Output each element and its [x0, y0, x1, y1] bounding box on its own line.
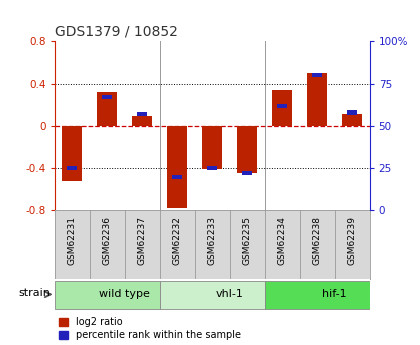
Bar	[63, 126, 82, 181]
Bar	[132, 116, 152, 126]
Text: GSM62231: GSM62231	[68, 216, 76, 265]
Bar	[312, 73, 323, 77]
Bar	[172, 175, 182, 179]
Text: GDS1379 / 10852: GDS1379 / 10852	[55, 25, 178, 39]
Text: GSM62233: GSM62233	[207, 216, 217, 265]
Bar	[273, 90, 292, 126]
Bar	[55, 281, 160, 309]
Text: GSM62232: GSM62232	[173, 216, 181, 265]
Text: wild type: wild type	[99, 289, 150, 299]
Bar	[160, 281, 265, 309]
Bar	[237, 126, 257, 174]
Text: hif-1: hif-1	[322, 289, 347, 299]
Bar	[347, 110, 357, 115]
Legend: log2 ratio, percentile rank within the sample: log2 ratio, percentile rank within the s…	[60, 317, 241, 340]
Text: GSM62234: GSM62234	[278, 216, 286, 265]
Bar	[202, 126, 222, 169]
Text: GSM62236: GSM62236	[102, 216, 112, 265]
Bar	[265, 281, 370, 309]
Bar	[137, 112, 147, 116]
Bar	[102, 95, 113, 99]
Text: GSM62235: GSM62235	[243, 216, 252, 265]
Bar	[67, 166, 77, 170]
Bar	[277, 104, 287, 108]
Bar	[97, 92, 117, 126]
Bar	[242, 171, 252, 175]
Text: GSM62237: GSM62237	[138, 216, 147, 265]
Text: GSM62239: GSM62239	[348, 216, 357, 265]
Text: GSM62238: GSM62238	[312, 216, 322, 265]
Bar	[307, 73, 327, 126]
Bar	[207, 166, 218, 170]
Text: vhl-1: vhl-1	[215, 289, 244, 299]
Bar	[342, 114, 362, 126]
Text: strain: strain	[18, 288, 50, 298]
Bar	[168, 126, 187, 208]
